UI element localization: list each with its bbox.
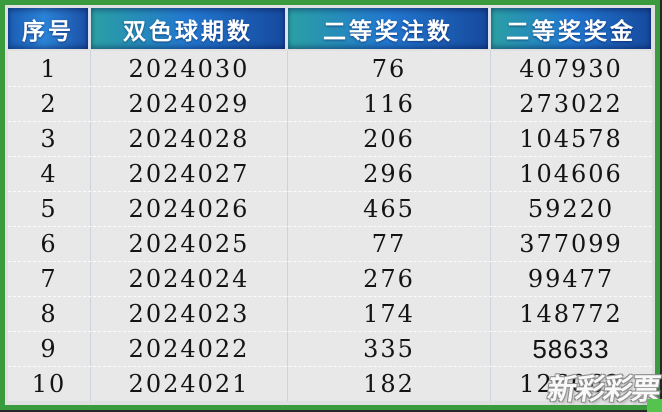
cell-period: 2024029 xyxy=(91,87,288,121)
table-row: 6 2024025 77 377099 xyxy=(8,226,652,261)
cell-bets: 206 xyxy=(288,122,491,156)
cell-bets: 182 xyxy=(288,367,491,401)
table-row: 5 2024026 465 59220 xyxy=(8,191,652,226)
table-row: 9 2024022 335 58633 xyxy=(8,331,652,366)
cell-seq: 3 xyxy=(8,122,91,156)
cell-bets: 296 xyxy=(288,157,491,191)
cell-period: 2024021 xyxy=(91,367,288,401)
cell-period: 2024023 xyxy=(91,297,288,331)
column-header-period: 双色球期数 xyxy=(91,8,288,49)
cell-prize: 104578 xyxy=(519,125,623,153)
cell-seq: 4 xyxy=(8,157,91,191)
cell-period: 2024024 xyxy=(91,262,288,296)
cell-seq: 10 xyxy=(8,367,91,401)
column-header-prize: 二等奖奖金 xyxy=(491,8,651,49)
cell-prize: 273022 xyxy=(519,90,623,118)
border-corner-accent xyxy=(647,399,662,412)
cell-period: 2024026 xyxy=(91,192,288,226)
cell-period: 2024030 xyxy=(91,51,288,86)
table-row: 7 2024024 276 99477 xyxy=(8,261,652,296)
table-row: 1 2024030 76 407930 xyxy=(8,51,652,86)
cell-prize: 407930 xyxy=(519,54,623,83)
cell-period: 2024028 xyxy=(91,122,288,156)
table-body: 1 2024030 76 407930 2 2024029 116 273022… xyxy=(8,51,652,401)
cell-bets: 465 xyxy=(288,192,491,226)
cell-period: 2024027 xyxy=(91,157,288,191)
table-header: 序号 双色球期数 二等奖注数 二等奖奖金 xyxy=(8,8,652,49)
cell-seq: 2 xyxy=(8,87,91,121)
cell-seq: 1 xyxy=(8,51,91,86)
cell-seq: 5 xyxy=(8,192,91,226)
cell-bets: 77 xyxy=(288,227,491,261)
table-row: 3 2024028 206 104578 xyxy=(8,121,652,156)
cell-prize: 104606 xyxy=(519,160,623,188)
cell-seq: 9 xyxy=(8,332,91,366)
cell-seq: 8 xyxy=(8,297,91,331)
cell-bets: 116 xyxy=(288,87,491,121)
column-header-bets: 二等奖注数 xyxy=(288,8,491,49)
column-header-seq: 序号 xyxy=(8,8,91,49)
cell-prize: 377099 xyxy=(519,230,623,258)
table-row: 4 2024027 296 104606 xyxy=(8,156,652,191)
cell-prize: 99477 xyxy=(527,265,615,293)
cell-bets: 76 xyxy=(288,51,491,86)
cell-period: 2024025 xyxy=(91,227,288,261)
cell-seq: 7 xyxy=(8,262,91,296)
table-row: 2 2024029 116 273022 xyxy=(8,86,652,121)
cell-prize: 59220 xyxy=(527,195,615,223)
cell-bets: 276 xyxy=(288,262,491,296)
cell-bets: 174 xyxy=(288,297,491,331)
table-row: 8 2024023 174 148772 xyxy=(8,296,652,331)
cell-bets: 335 xyxy=(288,332,491,366)
cell-prize: 126062 xyxy=(519,370,623,398)
cell-prize: 58633 xyxy=(532,333,610,364)
cell-seq: 6 xyxy=(8,227,91,261)
cell-period: 2024022 xyxy=(91,332,288,366)
cell-prize: 148772 xyxy=(519,300,623,328)
table-row: 10 2024021 182 126062 xyxy=(8,366,652,401)
